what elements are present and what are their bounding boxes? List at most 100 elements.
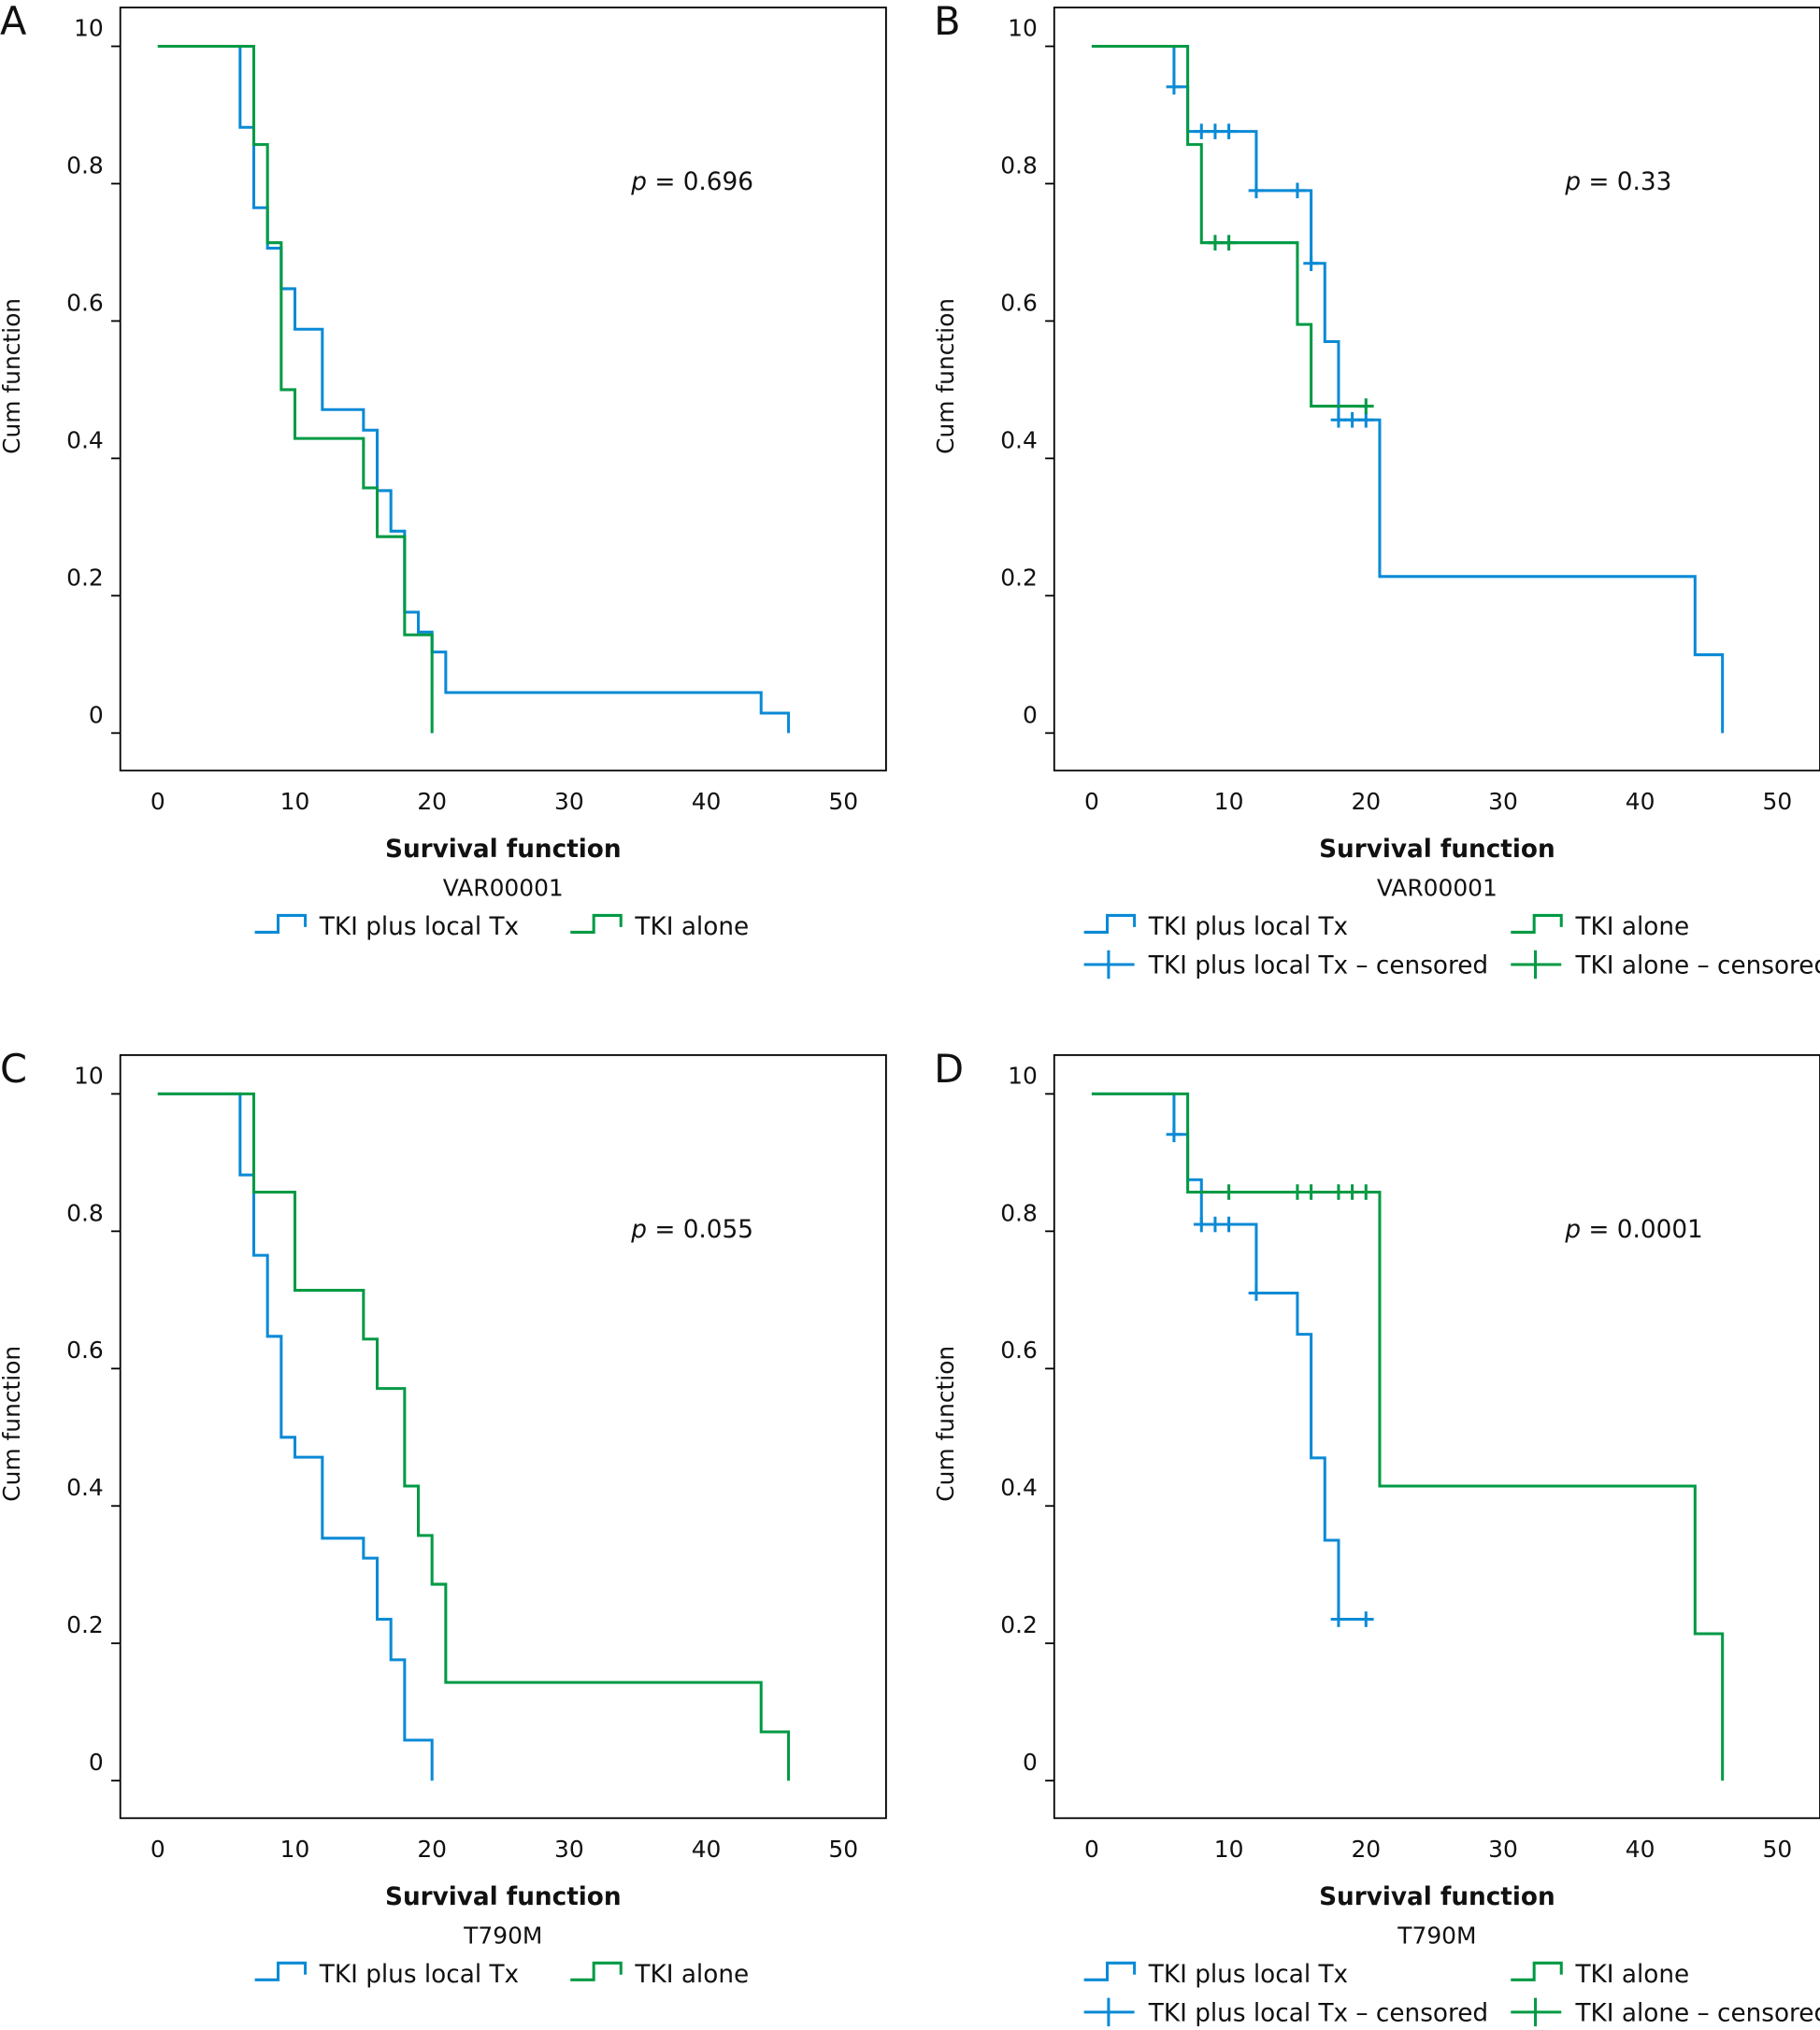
- x-tick-label: 10: [280, 788, 310, 815]
- x-tick-label: 20: [417, 1836, 447, 1863]
- panel-b: B 10 0.8 0.6 0.4 0.2 0 0 10 20 30 40 50 Survival func…: [932, 0, 1820, 980]
- survival-curve-tki-plus-local: [157, 1092, 434, 1781]
- y-tick-label: 10: [1008, 14, 1038, 41]
- p-value-number: = 0.055: [647, 1216, 753, 1244]
- x-tick-label: 0: [150, 1836, 165, 1863]
- panel-letter: B: [934, 0, 960, 44]
- y-tick-label: 0: [89, 701, 104, 728]
- legend-label: TKI plus local Tx: [1148, 913, 1348, 941]
- legend-step-icon: [254, 913, 308, 934]
- plot-frame: [119, 1053, 887, 1820]
- y-tick-label: 0.6: [1000, 1337, 1038, 1364]
- legend-censor-icon: [1083, 1997, 1135, 2027]
- plot-frame: [1053, 1053, 1820, 1820]
- legend-label: TKI alone: [634, 913, 749, 941]
- x-tick-label: 10: [1214, 788, 1244, 815]
- survival-curve-tki-alone: [157, 45, 434, 734]
- legend-step-icon: [254, 1961, 308, 1981]
- legend-item: TKI alone – censored: [1511, 1997, 1820, 2028]
- y-tick-label: 10: [1008, 1062, 1038, 1089]
- x-axis-subtitle: VAR00001: [443, 875, 564, 902]
- x-tick-label: 40: [1626, 788, 1655, 815]
- panel-c: C 10 0.8 0.6 0.4 0.2 0 0 10 20 30 40 50 Survival func…: [0, 1046, 887, 1989]
- x-tick-label: 50: [828, 1836, 858, 1863]
- legend-censor-icon: [1511, 950, 1562, 979]
- legend-item: TKI plus local Tx – censored: [1083, 1997, 1488, 2028]
- panel-d: D 10 0.8 0.6 0.4 0.2 0 0 10 20 30 40 50 Survival func…: [932, 1046, 1820, 2028]
- legend-label: TKI alone: [1574, 913, 1689, 941]
- x-axis-subtitle: VAR00001: [1377, 875, 1498, 902]
- x-tick-label: 10: [1214, 1836, 1244, 1863]
- y-tick-label: 0.6: [66, 1337, 104, 1364]
- x-tick-label: 0: [1084, 1836, 1099, 1863]
- legend-label: TKI alone: [1574, 1961, 1689, 1989]
- x-tick-label: 30: [1488, 1836, 1518, 1863]
- legend-item: TKI alone: [570, 1961, 749, 1989]
- x-tick-label: 30: [554, 1836, 584, 1863]
- x-tick-label: 30: [554, 788, 584, 815]
- survival-curve-tki-plus-local: [157, 45, 791, 734]
- panel-letter: C: [0, 1046, 27, 1092]
- survival-curve-tki-alone: [1091, 45, 1367, 408]
- legend-step-icon: [570, 1961, 623, 1981]
- y-tick-label: 0.2: [66, 564, 104, 591]
- legend-item: TKI plus local Tx: [254, 913, 519, 941]
- legend-step-icon: [1511, 1961, 1563, 1981]
- legend-item: TKI plus local Tx: [1083, 913, 1348, 941]
- p-value-number: = 0.33: [1581, 168, 1671, 196]
- y-axis-title: Cum function: [932, 298, 959, 454]
- legend-item: TKI alone: [1511, 913, 1689, 941]
- legend-step-icon: [570, 913, 623, 934]
- y-axis-title: Cum function: [0, 298, 25, 454]
- survival-curve-tki-plus-local: [1091, 45, 1725, 734]
- x-tick-label: 20: [417, 788, 447, 815]
- x-tick-label: 40: [692, 1836, 722, 1863]
- x-tick-label: 20: [1351, 788, 1381, 815]
- x-tick-label: 50: [828, 788, 858, 815]
- legend-step-icon: [1511, 913, 1563, 934]
- y-tick-label: 10: [74, 14, 104, 41]
- p-symbol: p: [630, 1216, 647, 1244]
- y-axis-title: Cum function: [932, 1346, 959, 1502]
- legend-label: TKI plus local Tx: [1148, 1961, 1348, 1989]
- legend-step-icon: [1083, 1961, 1137, 1981]
- x-tick-label: 0: [150, 788, 165, 815]
- y-tick-label: 0.8: [66, 151, 104, 179]
- legend-label: TKI alone: [634, 1961, 749, 1989]
- p-symbol: p: [630, 168, 647, 196]
- survival-curve-tki-alone: [157, 1092, 791, 1781]
- legend-censor-icon: [1083, 950, 1135, 979]
- x-axis-subtitle: T790M: [463, 1923, 542, 1950]
- y-tick-label: 0.2: [66, 1611, 104, 1638]
- y-tick-label: 0.8: [1000, 1199, 1038, 1226]
- legend-label: TKI plus local Tx: [319, 1961, 519, 1989]
- y-tick-label: 0: [1023, 1749, 1038, 1776]
- legend-item: TKI plus local Tx: [254, 1961, 519, 1989]
- x-axis-title: Survival function: [1319, 836, 1555, 864]
- x-tick-label: 0: [1084, 788, 1099, 815]
- legend-step-icon: [1083, 913, 1137, 934]
- survival-curve-tki-plus-local: [1091, 1092, 1367, 1622]
- p-value: p = 0.0001: [1564, 1216, 1702, 1244]
- x-axis-title: Survival function: [1319, 1883, 1555, 1911]
- p-value-number: = 0.696: [647, 168, 753, 196]
- x-tick-label: 10: [280, 1836, 310, 1863]
- legend-item: TKI plus local Tx – censored: [1083, 950, 1488, 980]
- y-axis-title: Cum function: [0, 1346, 25, 1502]
- y-tick-label: 0.8: [66, 1199, 104, 1226]
- x-tick-label: 20: [1351, 1836, 1381, 1863]
- y-tick-label: 0.4: [1000, 426, 1038, 453]
- p-value-number: = 0.0001: [1581, 1216, 1703, 1244]
- x-tick-label: 40: [692, 788, 722, 815]
- x-tick-label: 50: [1762, 788, 1792, 815]
- panel-letter: D: [934, 1046, 964, 1092]
- panel-letter: A: [0, 0, 27, 44]
- legend-label: TKI alone – censored: [1574, 2000, 1820, 2028]
- x-tick-label: 40: [1626, 1836, 1655, 1863]
- p-symbol: p: [1564, 168, 1581, 196]
- legend-item: TKI alone: [570, 913, 749, 941]
- x-tick-label: 50: [1762, 1836, 1792, 1863]
- p-symbol: p: [1564, 1216, 1581, 1244]
- legend-label: TKI plus local Tx – censored: [1148, 952, 1488, 980]
- y-tick-label: 0.4: [1000, 1474, 1038, 1501]
